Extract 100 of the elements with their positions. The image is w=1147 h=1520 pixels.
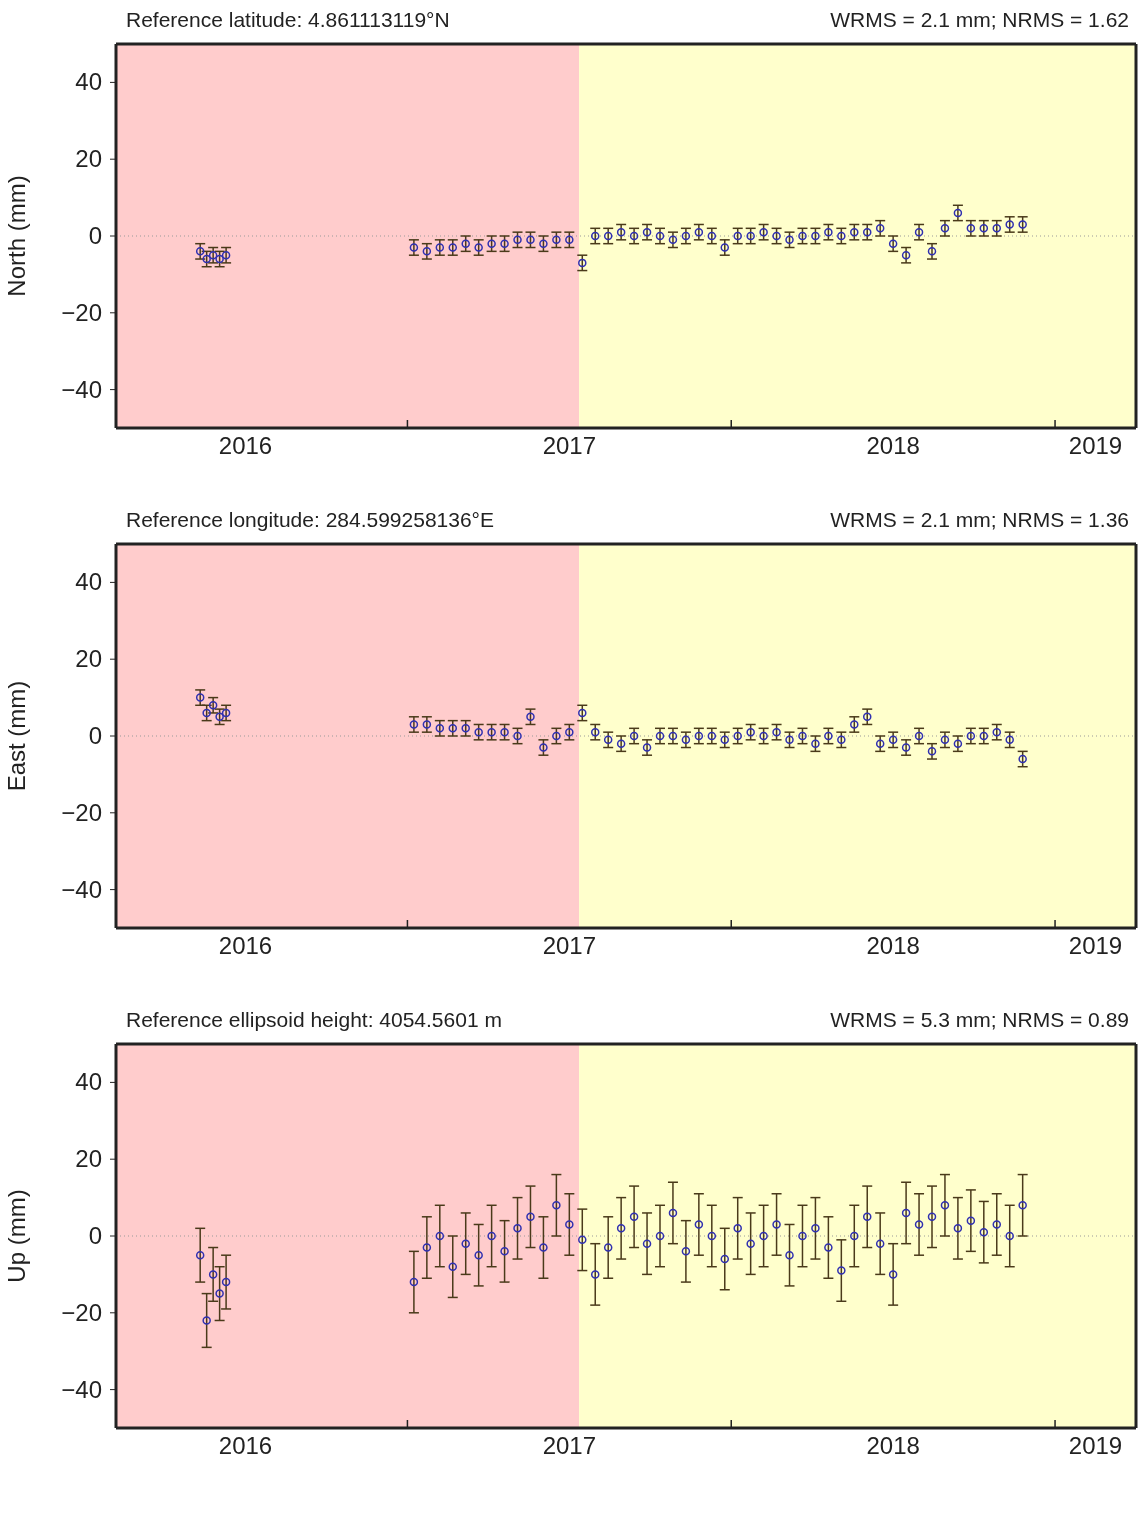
- point: [435, 243, 445, 252]
- y-tick-label: −20: [61, 798, 102, 826]
- point: [513, 1224, 522, 1233]
- point: [837, 735, 846, 745]
- point: [694, 227, 704, 237]
- point: [539, 1243, 548, 1252]
- point: [720, 243, 730, 252]
- point: [901, 743, 911, 752]
- point: [875, 1239, 885, 1248]
- y-tick-label: 20: [75, 1145, 102, 1173]
- point: [850, 1231, 859, 1241]
- point: [221, 250, 231, 260]
- point: [461, 724, 470, 733]
- y-tick-label: −40: [61, 875, 102, 903]
- point: [694, 1220, 704, 1229]
- y-tick-label: −20: [61, 1298, 102, 1326]
- point: [474, 243, 483, 252]
- point: [1018, 1201, 1027, 1210]
- point: [927, 1212, 937, 1222]
- point: [888, 239, 898, 248]
- point: [785, 235, 794, 245]
- point: [435, 724, 445, 733]
- x-tick-label: 2019: [1068, 932, 1123, 959]
- point: [487, 1231, 496, 1241]
- point: [979, 731, 989, 741]
- point: [914, 731, 924, 741]
- point: [966, 224, 976, 233]
- point: [992, 1220, 1002, 1229]
- point: [474, 1250, 483, 1260]
- y-tick-label: 0: [88, 1222, 102, 1249]
- point: [1005, 735, 1014, 745]
- point: [590, 231, 600, 241]
- point: [539, 743, 548, 752]
- point: [953, 1224, 963, 1233]
- x-tick-label: 2017: [542, 932, 597, 959]
- y-tick-label: −40: [61, 375, 102, 403]
- point: [772, 231, 781, 241]
- y-axis-title: North (mm): [2, 175, 30, 297]
- point: [448, 724, 458, 733]
- point: [642, 227, 652, 237]
- point: [221, 1277, 231, 1287]
- point: [526, 235, 535, 245]
- x-tick-label: 2018: [866, 432, 920, 459]
- point: [603, 735, 613, 745]
- point: [850, 720, 859, 729]
- point: [616, 227, 626, 237]
- point: [565, 235, 574, 245]
- y-axis-title: East (mm): [2, 680, 30, 792]
- point: [629, 1212, 639, 1222]
- y-axis-title: Up (mm): [2, 1189, 30, 1283]
- point: [590, 727, 600, 737]
- chart-title: Reference latitude: 4.861113119°N: [126, 8, 450, 32]
- point: [195, 1250, 205, 1260]
- point: [824, 1243, 833, 1252]
- chart-subtitle: WRMS = 5.3 mm; NRMS = 0.89: [830, 1008, 1129, 1032]
- y-tick-label: 20: [75, 645, 102, 673]
- point: [901, 250, 911, 260]
- point: [707, 231, 717, 241]
- point: [616, 1224, 626, 1233]
- x-tick-label: 2019: [1068, 432, 1123, 459]
- point: [668, 235, 678, 245]
- point: [837, 1266, 846, 1275]
- point: [422, 720, 432, 729]
- point: [629, 231, 639, 241]
- point: [927, 247, 937, 256]
- point: [461, 1239, 470, 1248]
- point: [552, 235, 561, 245]
- chart-subtitle: WRMS = 2.1 mm; NRMS = 1.62: [830, 8, 1129, 32]
- point: [565, 1220, 574, 1229]
- point: [785, 1250, 794, 1260]
- point: [668, 731, 678, 741]
- point: [811, 231, 820, 241]
- chart-title: Reference ellipsoid height: 4054.5601 m: [126, 1008, 502, 1032]
- point: [914, 227, 924, 237]
- point: [422, 1243, 432, 1252]
- y-tick-label: −40: [61, 1375, 102, 1403]
- point: [655, 231, 665, 241]
- point: [655, 731, 665, 741]
- point: [720, 735, 730, 745]
- point: [966, 731, 976, 741]
- point: [681, 231, 691, 241]
- point: [513, 731, 522, 741]
- point: [720, 1254, 730, 1264]
- chart-subtitle: WRMS = 2.1 mm; NRMS = 1.36: [830, 508, 1129, 532]
- x-tick-label: 2018: [866, 1432, 920, 1459]
- point: [837, 231, 846, 241]
- point: [888, 1270, 898, 1279]
- x-tick-label: 2018: [866, 932, 920, 959]
- x-tick-label: 2017: [542, 432, 597, 459]
- point: [616, 739, 626, 748]
- point: [409, 720, 419, 729]
- point: [733, 731, 742, 741]
- point: [208, 1270, 218, 1279]
- point: [746, 1239, 755, 1248]
- point: [202, 708, 211, 718]
- point: [850, 227, 859, 237]
- point: [552, 731, 561, 741]
- point: [578, 708, 587, 718]
- point: [746, 231, 755, 241]
- y-tick-label: 40: [75, 68, 102, 96]
